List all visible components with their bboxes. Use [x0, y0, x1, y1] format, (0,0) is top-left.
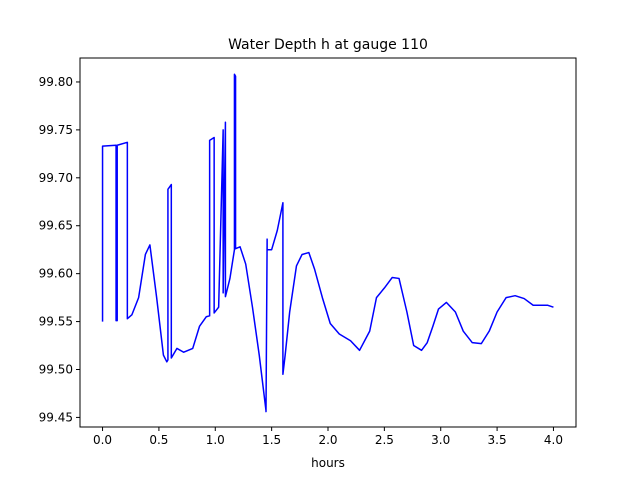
- x-tick-label: 0.0: [93, 433, 112, 447]
- x-tick-label: 1.0: [206, 433, 225, 447]
- x-tick-label: 3.0: [431, 433, 450, 447]
- plot-layer: [101, 73, 554, 413]
- x-axis: 0.0 0.5 1.0 1.5 2.0 2.5 3.0 3.5 4.0: [93, 427, 563, 447]
- x-tick-label: 0.5: [149, 433, 168, 447]
- x-tick-label: 2.0: [318, 433, 337, 447]
- chart-title: Water Depth h at gauge 110: [228, 37, 428, 53]
- y-tick-label: 99.60: [39, 267, 73, 281]
- x-tick-label: 2.5: [375, 433, 394, 447]
- y-axis: 99.45 99.50 99.55 99.60 99.65 99.70 99.75 99.80: [39, 75, 80, 424]
- y-tick-label: 99.70: [39, 171, 73, 185]
- x-axis-label: hours: [311, 456, 345, 470]
- y-tick-label: 99.65: [39, 219, 73, 233]
- y-tick-label: 99.45: [39, 410, 73, 424]
- y-tick-label: 99.80: [39, 75, 73, 89]
- x-tick-label: 3.5: [488, 433, 507, 447]
- y-tick-label: 99.50: [39, 362, 73, 376]
- series-line-0: [101, 73, 554, 413]
- x-tick-label: 4.0: [544, 433, 563, 447]
- y-tick-label: 99.55: [39, 315, 73, 329]
- x-tick-label: 1.5: [262, 433, 281, 447]
- y-tick-label: 99.75: [39, 123, 73, 137]
